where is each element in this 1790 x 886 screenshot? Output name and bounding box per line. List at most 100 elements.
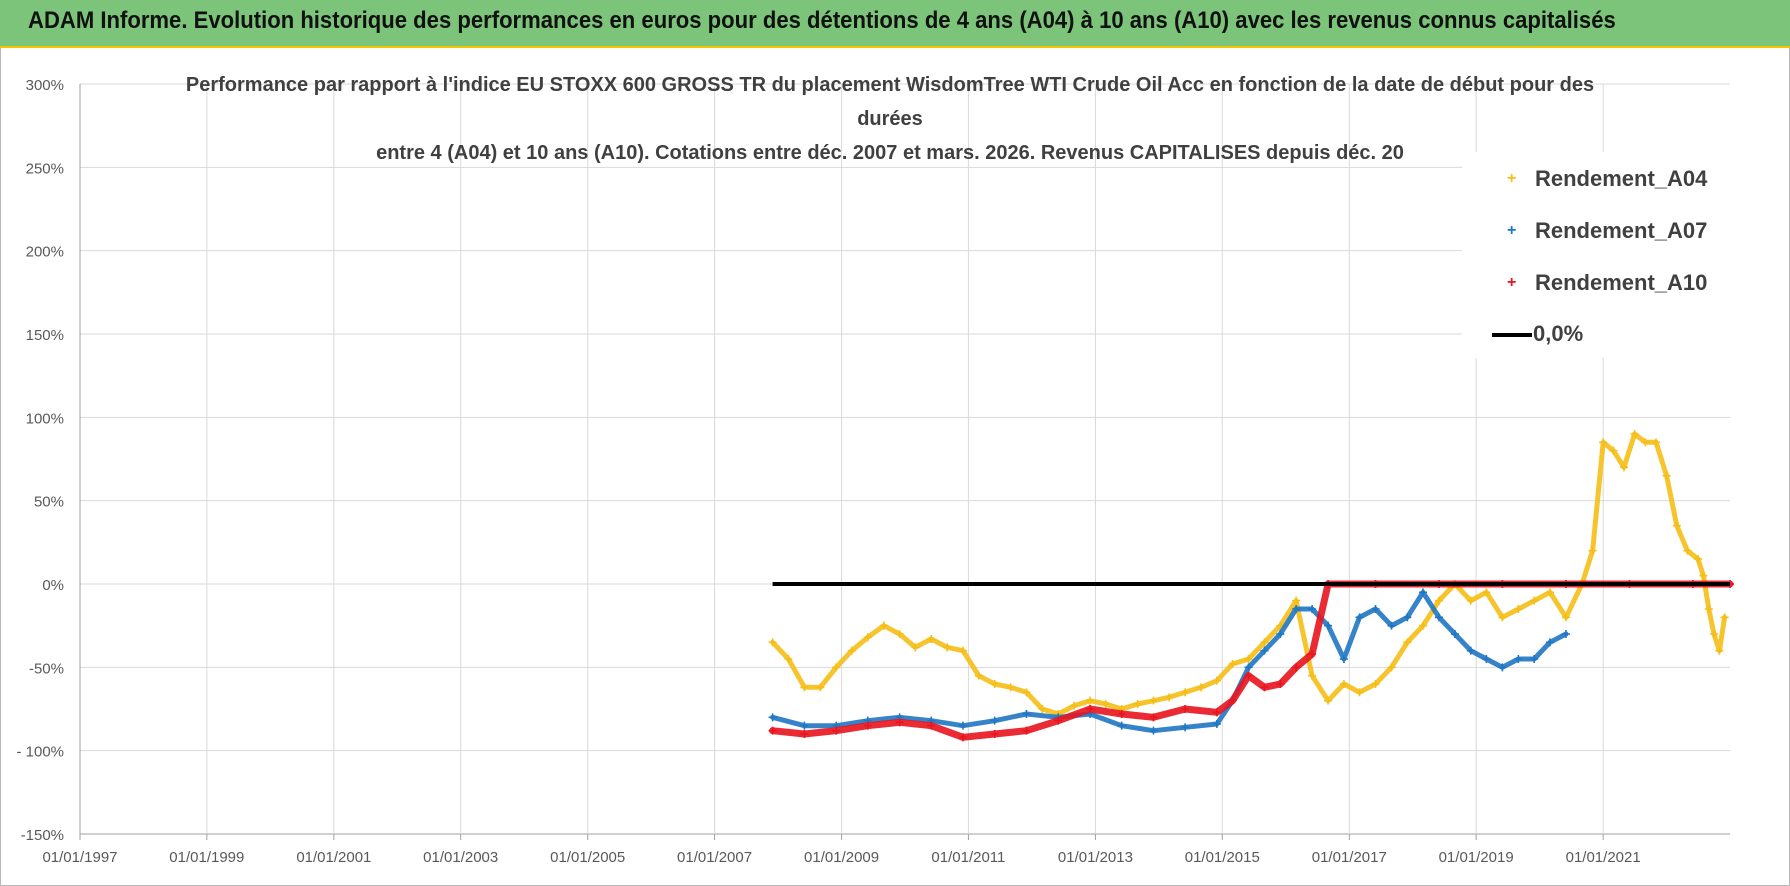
y-tick-label: 250% bbox=[26, 160, 64, 177]
data-point bbox=[1641, 438, 1650, 447]
data-point bbox=[1133, 700, 1142, 708]
data-point bbox=[1699, 571, 1708, 580]
data-point bbox=[959, 721, 968, 730]
data-point bbox=[800, 683, 809, 692]
data-point bbox=[1181, 723, 1190, 732]
data-point bbox=[1022, 710, 1031, 718]
data-point bbox=[1260, 638, 1269, 647]
legend-label-zero: 0,0% bbox=[1533, 321, 1584, 346]
data-point bbox=[1324, 696, 1333, 705]
data-point bbox=[1276, 630, 1285, 638]
data-point bbox=[1308, 605, 1317, 613]
data-point bbox=[1070, 701, 1079, 710]
data-point bbox=[1308, 671, 1317, 680]
data-point bbox=[1181, 705, 1190, 713]
x-tick-label: 01/01/2013 bbox=[1058, 849, 1133, 866]
x-tick-label: 01/01/1999 bbox=[169, 849, 244, 866]
data-point bbox=[800, 730, 809, 738]
data-point bbox=[1212, 676, 1221, 685]
data-point bbox=[895, 630, 904, 638]
data-point bbox=[1006, 683, 1015, 692]
data-point bbox=[1149, 696, 1158, 705]
y-tick-label: 0% bbox=[42, 577, 64, 594]
y-tick-label: - 100% bbox=[16, 744, 64, 761]
chart-title-line-1: Performance par rapport à l'indice EU ST… bbox=[185, 74, 1595, 96]
data-point bbox=[1651, 438, 1660, 447]
data-point bbox=[863, 721, 872, 730]
data-point bbox=[1038, 705, 1047, 713]
data-point bbox=[1228, 696, 1237, 705]
data-point bbox=[1355, 688, 1364, 697]
data-point bbox=[1694, 555, 1703, 563]
data-point bbox=[1450, 630, 1459, 638]
data-point bbox=[1403, 613, 1412, 622]
data-point bbox=[1498, 663, 1507, 672]
data-point bbox=[1260, 683, 1269, 692]
data-point bbox=[1514, 605, 1523, 613]
data-point bbox=[1292, 596, 1301, 605]
data-point bbox=[1181, 688, 1190, 697]
data-point bbox=[1561, 630, 1570, 638]
x-tick-label: 01/01/1997 bbox=[42, 849, 117, 866]
data-point bbox=[943, 643, 952, 652]
data-point bbox=[927, 721, 936, 730]
data-point bbox=[1149, 713, 1158, 722]
data-point bbox=[1086, 696, 1095, 705]
data-point bbox=[1466, 646, 1475, 655]
x-tick-label: 01/01/2017 bbox=[1312, 849, 1387, 866]
data-point bbox=[1482, 655, 1491, 663]
data-point bbox=[1371, 605, 1380, 613]
legend-marker-a07: + bbox=[1507, 222, 1517, 239]
data-point bbox=[1704, 605, 1713, 613]
y-tick-label: 300% bbox=[26, 77, 64, 94]
data-point bbox=[1086, 705, 1095, 713]
data-point bbox=[1324, 621, 1333, 630]
chart-title-line-2: durées bbox=[857, 108, 923, 130]
y-tick-label: 50% bbox=[34, 494, 64, 511]
x-tick-label: 01/01/2007 bbox=[677, 849, 752, 866]
data-point bbox=[895, 718, 904, 727]
data-point bbox=[879, 621, 888, 630]
data-point bbox=[1022, 726, 1031, 735]
data-point bbox=[1403, 638, 1412, 647]
x-tick-label: 01/01/2019 bbox=[1439, 849, 1514, 866]
data-point bbox=[1418, 588, 1427, 597]
x-tick-label: 01/01/2015 bbox=[1185, 849, 1260, 866]
data-point bbox=[1117, 710, 1126, 718]
data-point bbox=[1371, 680, 1380, 688]
data-point bbox=[1710, 630, 1719, 638]
data-point bbox=[1228, 660, 1237, 668]
data-point bbox=[1609, 446, 1618, 455]
data-point bbox=[1387, 663, 1396, 672]
data-point bbox=[1355, 613, 1364, 622]
data-point bbox=[1530, 596, 1539, 605]
data-point bbox=[784, 655, 793, 663]
legend bbox=[1462, 152, 1730, 358]
legend-marker-a04: + bbox=[1507, 170, 1517, 187]
data-point bbox=[768, 638, 777, 647]
data-point bbox=[1117, 721, 1126, 730]
data-point bbox=[1197, 683, 1206, 692]
data-point bbox=[990, 730, 999, 738]
data-point bbox=[1212, 708, 1221, 717]
data-point bbox=[1292, 605, 1301, 613]
y-tick-label: -50% bbox=[29, 660, 64, 677]
data-point bbox=[1244, 663, 1253, 672]
chart-title-line-3: entre 4 (A04) et 10 ans (A10). Cotations… bbox=[376, 142, 1404, 164]
x-tick-label: 01/01/2011 bbox=[931, 849, 1005, 866]
data-point bbox=[1434, 596, 1443, 605]
legend-marker-zero bbox=[1492, 333, 1532, 337]
data-point bbox=[1022, 688, 1031, 697]
data-point bbox=[1599, 438, 1608, 447]
data-point bbox=[800, 721, 809, 730]
data-point bbox=[768, 726, 777, 735]
data-point bbox=[959, 733, 968, 742]
data-point bbox=[1720, 613, 1729, 622]
data-point bbox=[832, 663, 841, 672]
y-tick-label: -150% bbox=[21, 827, 64, 844]
data-point bbox=[1244, 655, 1253, 663]
data-point bbox=[832, 726, 841, 735]
data-point bbox=[1530, 655, 1539, 663]
data-point bbox=[1308, 650, 1317, 658]
